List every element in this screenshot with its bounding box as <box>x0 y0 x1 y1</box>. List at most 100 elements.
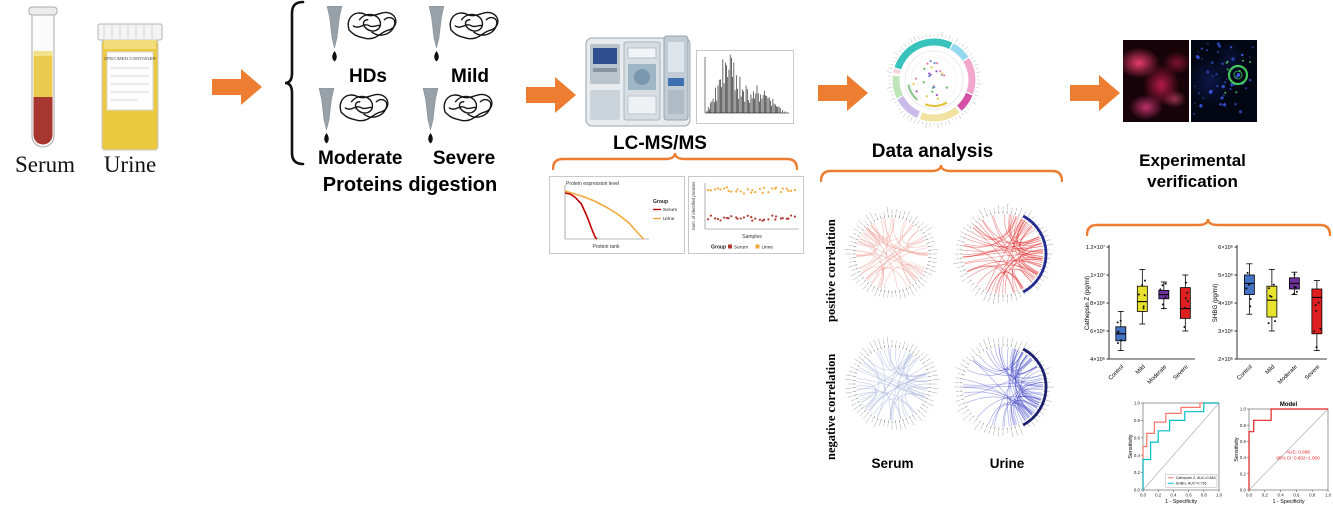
svg-text:Serum: Serum <box>734 245 748 251</box>
svg-text:0.4: 0.4 <box>1240 455 1247 460</box>
svg-text:3×10⁶: 3×10⁶ <box>1218 328 1233 335</box>
proteins-digestion-caption: Proteins digestion <box>322 174 498 196</box>
svg-text:Sensitivity: Sensitivity <box>1128 434 1134 459</box>
digestion-group-severe: Severe <box>422 88 506 170</box>
svg-text:Urine: Urine <box>663 216 675 222</box>
data-analysis-label: Data analysis <box>871 141 994 162</box>
svg-text:0.8: 0.8 <box>1240 423 1247 428</box>
flow-arrow-icon <box>212 69 262 105</box>
svg-text:0.6: 0.6 <box>1134 435 1141 440</box>
grouping-brace-icon <box>284 0 305 166</box>
svg-text:Moderate: Moderate <box>1277 364 1299 386</box>
cathepsin-z-boxplot: 4×10⁶ 6×10⁶ 8×10⁶ 1×10⁷ 1.2×10⁷ Cathepsin Z (… <box>1084 244 1195 386</box>
svg-text:0.2: 0.2 <box>1240 471 1247 476</box>
svg-text:Mild: Mild <box>1135 364 1147 376</box>
svg-text:1.2×10⁷: 1.2×10⁷ <box>1086 244 1105 251</box>
container-label-text: SPECIMEN CONTAINER <box>104 56 157 61</box>
circos-plot <box>886 32 982 129</box>
fluorescence-image-red <box>1123 40 1189 122</box>
svg-text:0.8: 0.8 <box>1201 493 1208 498</box>
experimental-verification-label: Experimental verification <box>1115 150 1270 193</box>
svg-text:8×10⁶: 8×10⁶ <box>1090 300 1105 307</box>
negative-correlation-label: negative correlation <box>824 353 838 460</box>
grouping-brace-icon <box>552 152 798 170</box>
flow-arrow-icon <box>1070 75 1120 111</box>
flow-arrow-icon <box>526 77 576 113</box>
svg-text:1 - Specificity: 1 - Specificity <box>1272 499 1304 505</box>
svg-text:0.4: 0.4 <box>1278 493 1285 498</box>
digestion-group-moderate: Moderate <box>318 88 402 170</box>
svg-text:0.8: 0.8 <box>1309 493 1316 498</box>
roc-curve-individual: 0.0 0.2 0.4 0.6 0.8 1.0 0.0 0.2 0.4 0.6 0.8 1.0 1 - … <box>1128 401 1223 505</box>
digestion-group-mild: Mild <box>428 6 512 88</box>
flow-arrow-icon <box>818 75 868 111</box>
svg-text:Serum: Serum <box>663 207 677 213</box>
pipette-icon <box>428 6 445 62</box>
svg-text:SHBG, AUC=0.736: SHBG, AUC=0.736 <box>1176 482 1207 486</box>
svg-text:0.8: 0.8 <box>1134 418 1141 423</box>
svg-text:0.0: 0.0 <box>1134 488 1141 493</box>
svg-text:1 - Specificity: 1 - Specificity <box>1165 499 1197 505</box>
positive-correlation-label: positive correlation <box>824 219 838 322</box>
svg-text:Moderate: Moderate <box>1147 364 1169 386</box>
protein-scribble-icon <box>347 11 397 40</box>
digestion-group-label: Severe <box>432 148 496 169</box>
digestion-group-label: HDs <box>348 66 387 87</box>
svg-text:1.0: 1.0 <box>1216 493 1223 498</box>
verification-label-line2: verification <box>1147 172 1238 192</box>
serum-negative-correlation-plot <box>844 336 940 431</box>
svg-text:0.2: 0.2 <box>1134 470 1141 475</box>
serum-column-label: Serum <box>871 456 914 471</box>
svg-text:Cathepsin Z (pg/ml): Cathepsin Z (pg/ml) <box>1084 276 1091 330</box>
svg-text:95% CI: 0.802~1.000: 95% CI: 0.802~1.000 <box>1276 456 1320 461</box>
serum-sample-label: Serum <box>14 152 76 177</box>
svg-text:Control: Control <box>1108 364 1125 381</box>
urine-positive-correlation-plot <box>953 203 1054 304</box>
svg-text:Severe: Severe <box>1304 364 1321 381</box>
svg-text:0.2: 0.2 <box>1262 493 1269 498</box>
svg-text:6×10⁶: 6×10⁶ <box>1218 244 1233 251</box>
svg-text:0.4: 0.4 <box>1134 453 1141 458</box>
urine-sample-label: Urine <box>103 152 157 177</box>
svg-text:Protein expression level: Protein expression level <box>566 181 619 187</box>
roc-curve-model: 0.0 0.2 0.4 0.6 0.8 1.0 0.0 0.2 0.4 0.6 0.8 1.0 Mode… <box>1234 402 1332 505</box>
svg-text:Group: Group <box>711 245 726 251</box>
grouping-brace-icon <box>1086 218 1331 236</box>
fluorescence-image-green <box>1191 40 1257 122</box>
svg-text:Cathepsin Z, AUC=0.863: Cathepsin Z, AUC=0.863 <box>1176 476 1216 480</box>
svg-text:4×10⁶: 4×10⁶ <box>1218 300 1233 307</box>
svg-text:1.0: 1.0 <box>1134 401 1141 406</box>
svg-text:Model: Model <box>1280 402 1298 408</box>
digestion-group-hds: HDs <box>326 6 410 88</box>
digestion-group-label: Moderate <box>318 148 403 169</box>
protein-scribble-icon <box>443 93 493 122</box>
shbg-boxplot: 2×10⁶ 3×10⁶ 4×10⁶ 5×10⁶ 6×10⁶ SHBG (pg/ml) Con… <box>1212 244 1327 386</box>
svg-text:0.0: 0.0 <box>1140 493 1147 498</box>
grouping-brace-icon <box>820 164 1063 182</box>
svg-text:0.6: 0.6 <box>1240 439 1247 444</box>
svg-text:Protein rank: Protein rank <box>593 244 620 250</box>
mass-spectrometer-illustration <box>585 35 691 127</box>
svg-text:SHBG (pg/ml): SHBG (pg/ml) <box>1212 284 1219 323</box>
svg-text:1.0: 1.0 <box>1325 493 1332 498</box>
mass-spectrum-plot <box>696 50 794 124</box>
pipette-icon <box>422 88 439 144</box>
svg-text:AUC: 0.908: AUC: 0.908 <box>1286 450 1310 455</box>
svg-text:0.4: 0.4 <box>1170 493 1177 498</box>
svg-text:1.0: 1.0 <box>1240 407 1247 412</box>
svg-text:0.6: 0.6 <box>1293 493 1300 498</box>
serum-tube-illustration <box>28 6 58 148</box>
svg-text:Control: Control <box>1236 364 1253 381</box>
lcms-label: LC-MS/MS <box>613 133 707 154</box>
verification-label-line1: Experimental <box>1139 151 1246 170</box>
digestion-group-label: Mild <box>451 66 489 87</box>
protein-scribble-icon <box>339 93 389 122</box>
svg-text:0.0: 0.0 <box>1246 493 1253 498</box>
svg-text:0.2: 0.2 <box>1155 493 1162 498</box>
svg-text:Mild: Mild <box>1265 364 1277 376</box>
svg-text:Group: Group <box>653 199 668 205</box>
serum-positive-correlation-plot <box>844 207 939 300</box>
svg-text:5×10⁶: 5×10⁶ <box>1218 272 1233 279</box>
svg-text:Sensitivity: Sensitivity <box>1234 437 1240 462</box>
